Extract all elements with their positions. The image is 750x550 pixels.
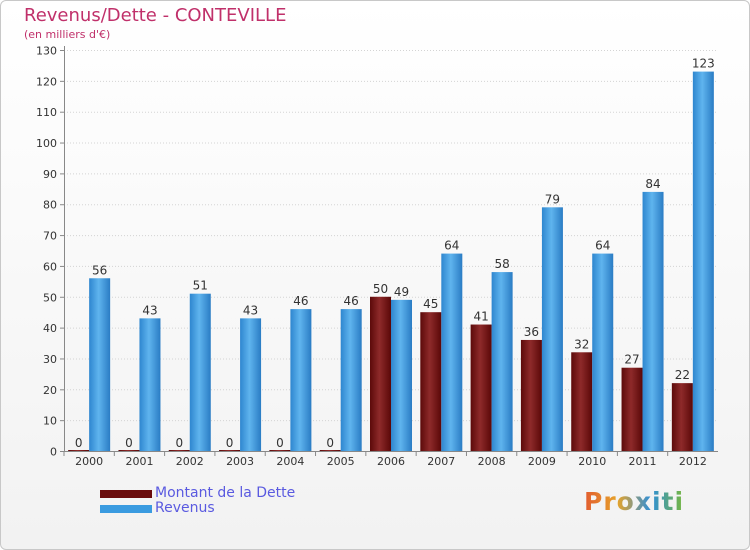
bar-dette [68,450,90,451]
y-tick-label: 110 [36,106,57,119]
x-tick-label: 2012 [679,455,707,468]
data-label: 50 [373,282,388,296]
x-tick-label: 2007 [427,455,455,468]
x-tick-label: 2010 [578,455,606,468]
bar-revenus [240,318,262,451]
bar-revenus [290,309,312,451]
x-tick-label: 2005 [327,455,355,468]
data-label: 84 [645,177,660,191]
x-tick-label: 2002 [176,455,204,468]
bar-dette [319,450,341,451]
y-tick-label: 10 [43,415,57,428]
bars [68,71,714,451]
y-tick-label: 40 [43,322,57,335]
data-label: 0 [326,436,334,450]
data-label: 27 [624,353,639,367]
data-label: 45 [423,297,438,311]
bar-revenus [642,191,664,451]
data-label: 56 [92,263,107,277]
bar-revenus [340,309,362,451]
y-tick-label: 100 [36,137,57,150]
data-label: 64 [444,239,459,253]
bar-revenus [692,71,714,451]
x-tick-label: 2001 [125,455,153,468]
x-tick-label: 2006 [377,455,405,468]
data-label: 51 [193,279,208,293]
legend-swatch-debt [100,490,152,498]
bar-dette [520,339,542,451]
y-tick-label: 0 [50,446,57,459]
y-tick-label: 20 [43,384,57,397]
bar-dette [118,450,140,451]
data-label: 43 [243,303,258,317]
bar-revenus [139,318,161,451]
bar-revenus [441,253,463,451]
data-label: 32 [574,337,589,351]
data-label: 22 [675,368,690,382]
data-label: 36 [524,325,539,339]
bar-dette [621,367,643,451]
x-tick-label: 2004 [276,455,304,468]
data-label: 0 [226,436,234,450]
bar-revenus [189,293,211,451]
bar-dette [370,296,391,451]
data-label: 0 [175,436,183,450]
axes: 0 10 20 30 40 50 60 70 80 90 100 110 120 130 2000 2001 2… [36,45,718,468]
y-tick-label: 60 [43,260,57,273]
data-label: 43 [142,303,157,317]
bar-dette [420,312,442,451]
chart-subtitle: (en milliers d'€) [24,28,111,41]
bar-dette [219,450,241,451]
data-label: 0 [125,436,133,450]
data-label: 64 [595,239,610,253]
x-tick-label: 2008 [478,455,506,468]
data-label: 49 [394,285,409,299]
legend-label-debt: Montant de la Dette [155,485,296,501]
data-labels: 0 56 0 43 0 51 0 43 0 46 0 46 50 49 45 64 41 58 36 79 32 64 27… [75,57,715,450]
data-label: 41 [473,310,488,324]
y-tick-label: 120 [36,75,57,88]
legend-label-revenus: Revenus [155,500,215,516]
brand-logo: Proxiti [584,487,685,516]
data-label: 79 [545,192,560,206]
data-label: 46 [344,294,359,308]
legend-swatch-revenus [100,505,152,513]
bar-revenus [89,278,111,451]
bar-revenus [592,253,614,451]
chart-title: Revenus/Dette - CONTEVILLE [24,5,287,26]
data-label: 0 [75,436,83,450]
x-tick-label: 2011 [629,455,657,468]
bar-dette [269,450,291,451]
bar-dette [470,324,492,451]
x-tick-label: 2000 [75,455,103,468]
bar-dette [671,383,693,451]
y-tick-label: 80 [43,199,57,212]
y-tick-label: 30 [43,353,57,366]
data-label: 123 [692,57,715,71]
x-tick-label: 2003 [226,455,254,468]
y-tick-label: 50 [43,291,57,304]
bar-revenus [391,299,412,451]
data-label: 58 [494,257,509,271]
bar-revenus [541,207,563,451]
data-label: 0 [276,436,284,450]
data-label: 46 [293,294,308,308]
y-tick-label: 90 [43,168,57,181]
bar-revenus [491,272,513,451]
y-tick-label: 70 [43,230,57,243]
bar-dette [168,450,190,451]
x-tick-label: 2009 [528,455,556,468]
bar-dette [571,352,593,451]
y-tick-label: 130 [36,45,57,58]
